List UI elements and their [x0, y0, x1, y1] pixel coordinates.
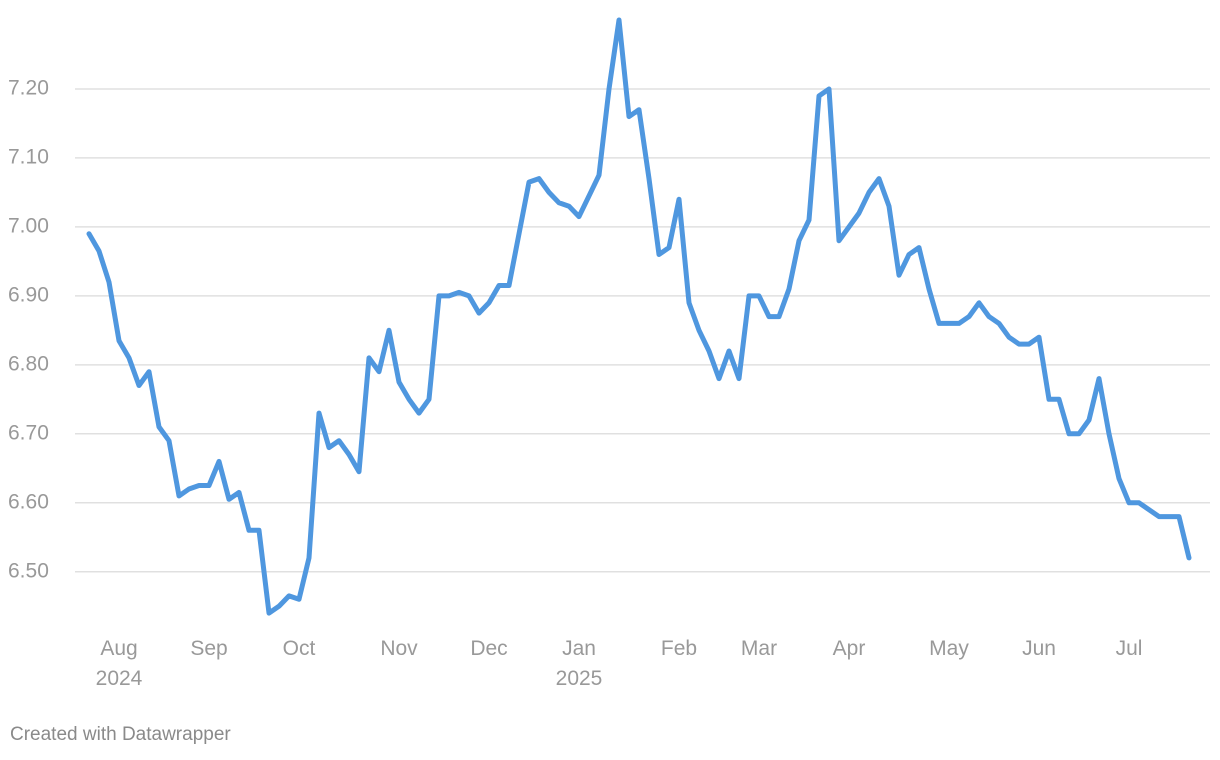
y-tick-label: 6.90	[8, 283, 49, 306]
x-tick-label: Jul	[1115, 637, 1143, 660]
x-tick-label: Aug 2024	[95, 637, 143, 690]
x-tick-label: Mar	[740, 637, 778, 660]
y-tick-label: 7.10	[8, 145, 49, 168]
x-tick-label: Nov	[380, 637, 418, 660]
y-tick-label: 7.20	[8, 77, 49, 100]
y-tick-label: 6.60	[8, 490, 49, 513]
y-tick-label: 6.80	[8, 352, 49, 375]
chart: 6.50 6.60 6.70 6.80 6.90 7.00 7.10 7.20	[8, 17, 1210, 616]
y-tick-label: 7.00	[8, 214, 49, 237]
y-tick-label: 6.50	[8, 559, 49, 582]
x-tick-label: Jan 2025	[555, 637, 603, 690]
x-tick-label: Dec	[470, 637, 508, 660]
line	[86, 17, 1192, 616]
x-tick-label: Jun	[1022, 637, 1056, 660]
x-tick-label: Oct	[282, 637, 316, 660]
x-tick-label: Apr	[832, 637, 866, 660]
x-tick-label: Feb	[660, 637, 698, 660]
footer: Created with Datawrapper	[10, 724, 231, 745]
y-tick-label: 6.70	[8, 421, 49, 444]
x-tick-label: Sep	[190, 637, 228, 660]
x-tick-label: May	[929, 637, 969, 660]
